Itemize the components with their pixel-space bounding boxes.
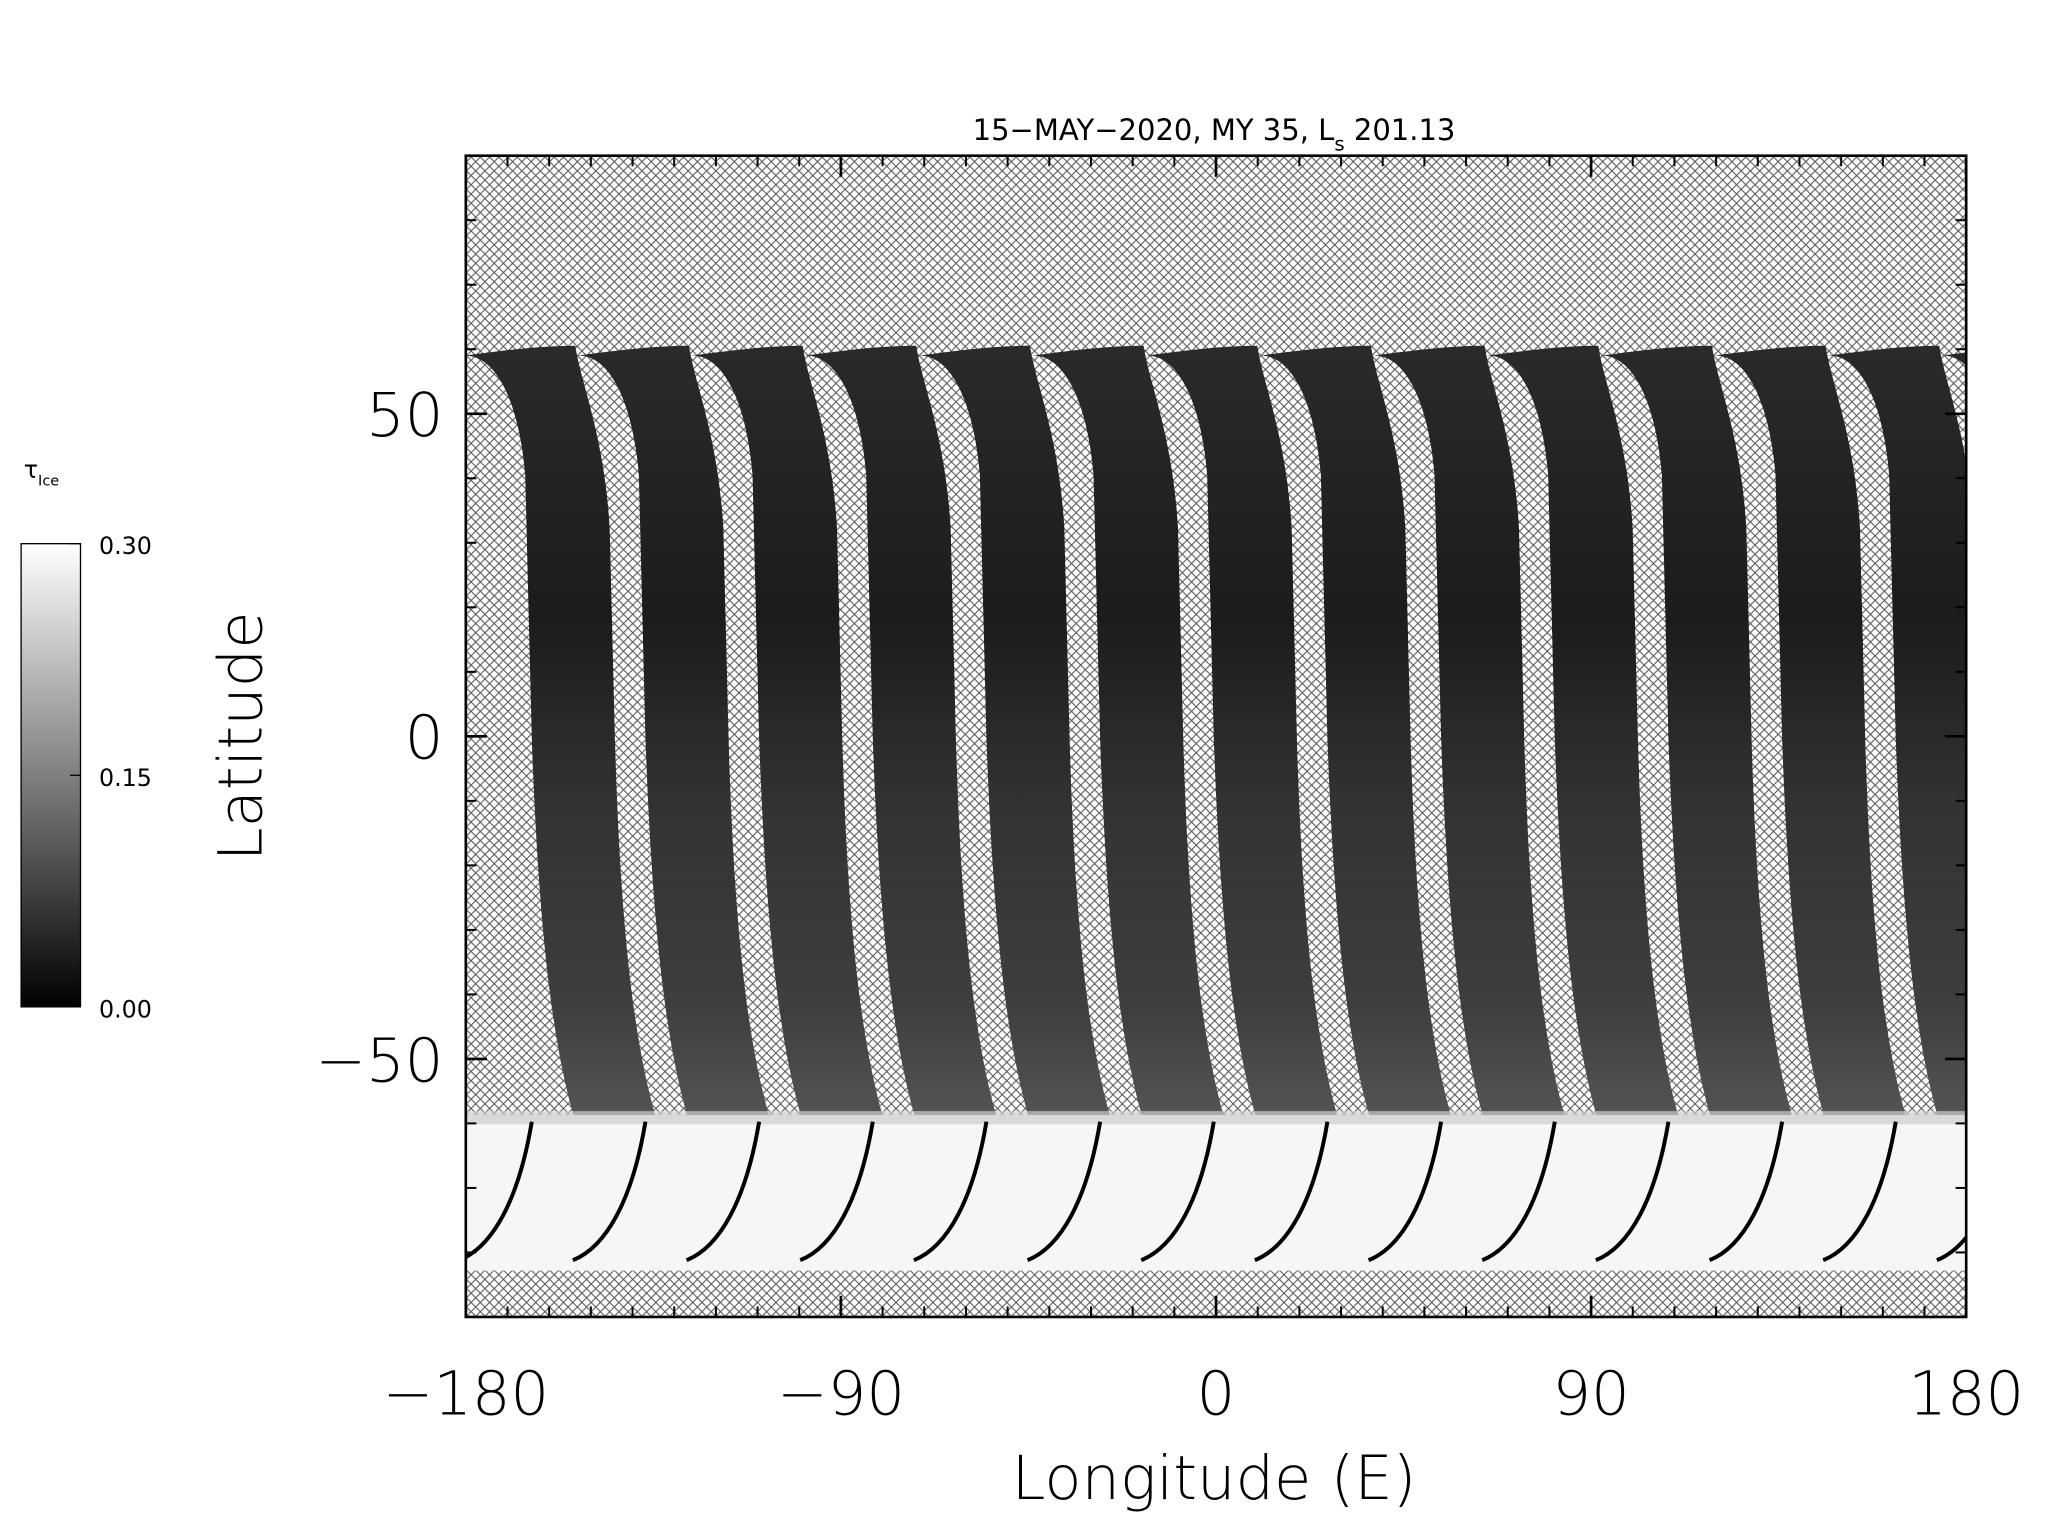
swath	[465, 345, 658, 1122]
y-tick-label: −50	[315, 1026, 443, 1096]
swath	[686, 345, 885, 1122]
swath-edge	[1708, 1121, 1785, 1263]
swath	[1595, 345, 1794, 1122]
colorbar-label-main: τ	[24, 456, 38, 484]
y-axis-label: Latitude	[206, 611, 276, 861]
x-tick-label: −180	[382, 1360, 549, 1430]
x-tick-label: 90	[1552, 1360, 1629, 1430]
title-main: 15−MAY−2020, MY 35, L	[973, 113, 1336, 147]
swath-edge	[1140, 1121, 1216, 1263]
x-tick-label: 180	[1908, 1360, 2024, 1430]
y-tick-label: 50	[366, 381, 443, 451]
swath	[1482, 345, 1681, 1122]
title-suffix: 201.13	[1345, 113, 1456, 147]
swath	[1368, 345, 1567, 1122]
swath-edge	[1254, 1121, 1330, 1263]
map-area	[465, 155, 1967, 1317]
y-tick-label: 0	[405, 704, 444, 774]
colorbar-tick-label: 0.15	[99, 764, 152, 792]
swath-edge	[1026, 1121, 1103, 1263]
swath	[1027, 345, 1226, 1122]
swath-edge	[1595, 1121, 1671, 1263]
swath	[1936, 352, 1967, 366]
swath-edge	[685, 1121, 762, 1263]
swath	[913, 345, 1112, 1122]
colorbar-label-subscript: Ice	[38, 474, 59, 490]
swath	[1823, 345, 1967, 1122]
x-axis-label: Longitude (E)	[1012, 1444, 1417, 1514]
chart-title: 15−MAY−2020, MY 35, Ls 201.13	[973, 113, 1456, 156]
x-tick-label: −90	[777, 1360, 905, 1430]
polar-edge	[465, 1111, 1967, 1125]
swath-edge	[1936, 1234, 1967, 1263]
swath	[800, 345, 999, 1122]
swath	[1709, 345, 1908, 1122]
swath-edge	[1822, 1121, 1898, 1263]
x-tick-label: 0	[1197, 1360, 1236, 1430]
swath-edge	[572, 1121, 648, 1263]
colorbar-tick-label: 0.00	[99, 995, 152, 1023]
swath-edge	[799, 1121, 875, 1263]
swath-edge	[465, 1121, 534, 1260]
colorbar-label: τIce	[24, 456, 60, 490]
swath	[572, 345, 771, 1122]
swath-edge	[1481, 1121, 1557, 1263]
colorbar-tick-label: 0.30	[99, 532, 152, 560]
swath	[1254, 345, 1453, 1122]
swath-edge	[1367, 1121, 1444, 1263]
title-subscript: s	[1334, 132, 1344, 155]
swath	[1141, 345, 1340, 1122]
swath-edge	[913, 1121, 989, 1263]
polar-band	[465, 1115, 1967, 1271]
